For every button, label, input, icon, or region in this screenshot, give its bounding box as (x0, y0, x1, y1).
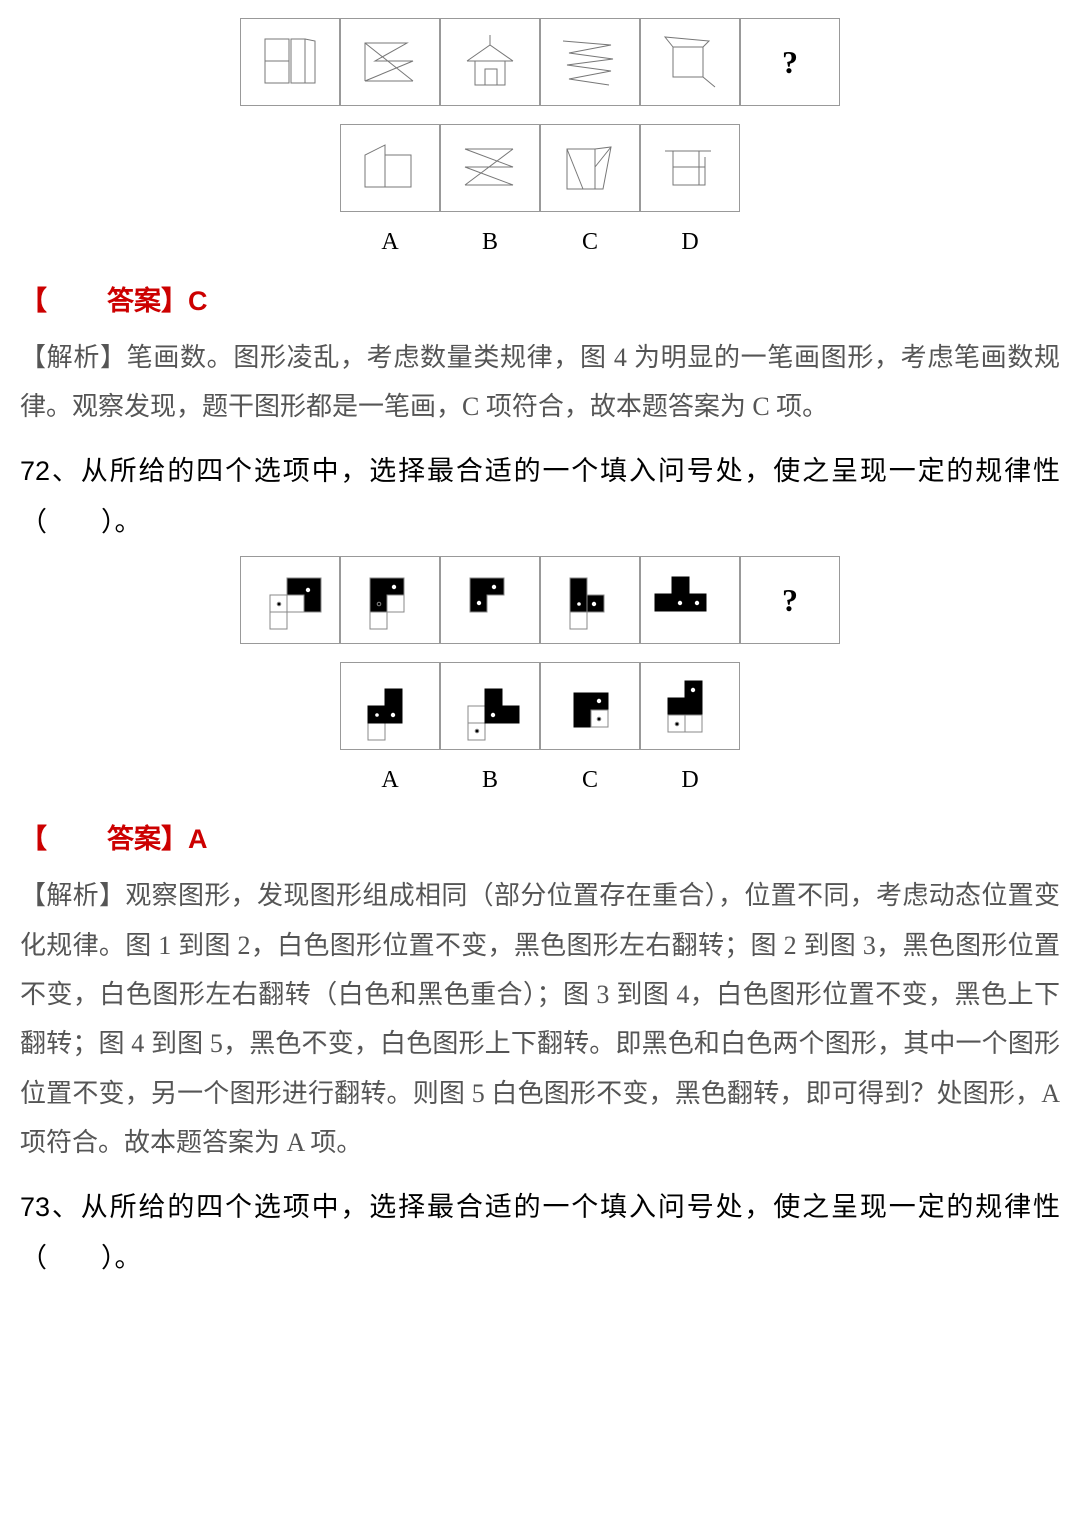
q71-label-c: C (540, 220, 640, 266)
q73-text: 从所给的四个选项中，选择最合适的一个填入问号处，使之呈现一定的规律性（ ）。 (20, 1192, 1060, 1273)
q71-label-a: A (340, 220, 440, 266)
q72-label-d: D (640, 758, 740, 804)
q72-opt-c-fig (550, 671, 630, 741)
q72-opt-c (540, 662, 640, 750)
q72-text: 从所给的四个选项中，选择最合适的一个填入问号处，使之呈现一定的规律性（ ）。 (20, 456, 1060, 537)
q73-question: 73、从所给的四个选项中，选择最合适的一个填入问号处，使之呈现一定的规律性（ ）… (20, 1182, 1060, 1285)
q72-cell-6: ? (740, 556, 840, 644)
q72-opt-d-fig (650, 671, 730, 741)
q71-sequence-row: ? (20, 18, 1060, 106)
q72-label-a: A (340, 758, 440, 804)
q71-cell-6: ? (740, 18, 840, 106)
q71-option-labels: A B C D (20, 220, 1060, 266)
q71-answer-word: 答案】 (107, 286, 188, 316)
q72-question: 72、从所给的四个选项中，选择最合适的一个填入问号处，使之呈现一定的规律性（ ）… (20, 446, 1060, 549)
q71-cell-2 (340, 18, 440, 106)
q71-cell-4 (540, 18, 640, 106)
q72-answer: 【 答案】A (20, 814, 1060, 865)
q72-cell-2 (340, 556, 440, 644)
q71-cell-1 (240, 18, 340, 106)
q71-answer: 【 答案】C (20, 276, 1060, 327)
q72-cell-4 (540, 556, 640, 644)
q71-opt-d (640, 124, 740, 212)
q71-options-row (20, 124, 1060, 212)
q72-fig-4 (550, 565, 630, 635)
q71-cell-5 (640, 18, 740, 106)
q71-opt-d-fig (655, 137, 725, 199)
q71-opt-c (540, 124, 640, 212)
q71-opt-b-fig (455, 137, 525, 199)
q71-opt-b (440, 124, 540, 212)
q72-answer-word: 答案】 (107, 824, 188, 854)
q72-fig-1 (250, 565, 330, 635)
q71-explain: 【解析】笔画数。图形凌乱，考虑数量类规律，图 4 为明显的一笔画图形，考虑笔画数… (20, 333, 1060, 432)
q71-fig-2 (355, 31, 425, 93)
q71-fig-1 (255, 31, 325, 93)
q71-opt-a-fig (355, 137, 425, 199)
q72-opt-a (340, 662, 440, 750)
q72-label-b: B (440, 758, 540, 804)
q72-answer-bracket: 【 (20, 814, 47, 865)
q71-answer-bracket: 【 (20, 276, 47, 327)
q72-fig-2 (350, 565, 430, 635)
q72-sequence-row: ? (20, 556, 1060, 644)
q71-fig-3 (455, 31, 525, 93)
q72-cell-5 (640, 556, 740, 644)
q72-cell-3 (440, 556, 540, 644)
q71-opt-a (340, 124, 440, 212)
q71-opt-c-fig (555, 137, 625, 199)
q72-cell-1 (240, 556, 340, 644)
q71-fig-4 (555, 31, 625, 93)
q72-answer-letter: A (188, 824, 208, 854)
q71-question-mark: ? (782, 32, 798, 93)
q71-answer-letter: C (188, 286, 208, 316)
q72-option-labels: A B C D (20, 758, 1060, 804)
q72-label-c: C (540, 758, 640, 804)
q72-question-mark: ? (782, 570, 798, 631)
q71-fig-5 (655, 31, 725, 93)
q72-opt-d (640, 662, 740, 750)
q72-opt-b-fig (450, 671, 530, 741)
q71-cell-3 (440, 18, 540, 106)
q72-opt-b (440, 662, 540, 750)
q72-options-row (20, 662, 1060, 750)
q72-number: 72、 (20, 456, 81, 486)
q72-explain: 【解析】观察图形，发现图形组成相同（部分位置存在重合），位置不同，考虑动态位置变… (20, 871, 1060, 1167)
q71-label-b: B (440, 220, 540, 266)
q72-opt-a-fig (350, 671, 430, 741)
q72-fig-3 (450, 565, 530, 635)
q72-fig-5 (650, 565, 730, 635)
q73-number: 73、 (20, 1192, 81, 1222)
q71-label-d: D (640, 220, 740, 266)
